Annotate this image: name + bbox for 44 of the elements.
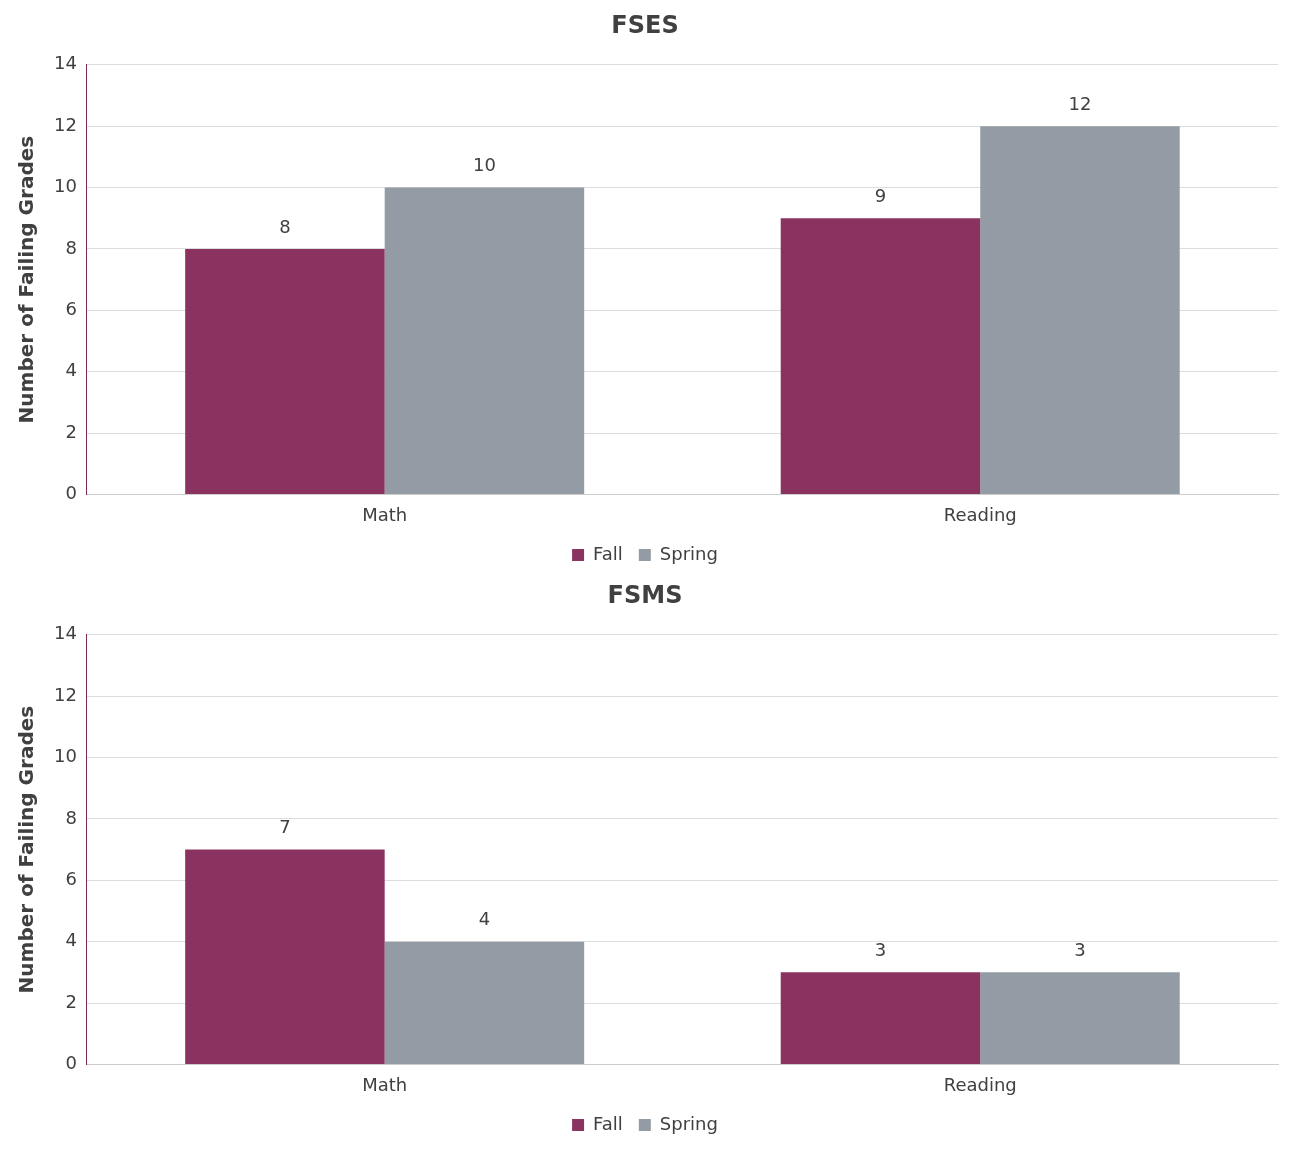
x-tick-label: Reading: [943, 1073, 1017, 1095]
data-label: 3: [1074, 939, 1086, 961]
data-label: 8: [279, 215, 291, 237]
y-tick-label: 8: [65, 806, 77, 828]
y-tick-label: 2: [65, 990, 77, 1012]
x-tick-label: Reading: [943, 503, 1017, 525]
bar: [185, 849, 385, 1064]
bar: [980, 972, 1180, 1064]
y-tick-label: 8: [65, 236, 77, 258]
y-tick-label: 14: [54, 52, 77, 74]
x-tick-label: Math: [362, 1073, 408, 1095]
data-label: 10: [472, 154, 496, 176]
y-tick-label: 10: [54, 745, 77, 767]
legend-label: Fall: [593, 1112, 623, 1134]
y-tick-label: 2: [65, 420, 77, 442]
chart-title: FSES: [611, 10, 679, 39]
bar: [780, 972, 981, 1064]
bar: [384, 187, 585, 494]
y-tick-label: 0: [65, 1052, 77, 1074]
y-tick-label: 12: [54, 113, 77, 135]
data-label: 3: [874, 939, 887, 961]
data-label: 7: [279, 816, 291, 838]
y-tick-label: 6: [65, 867, 77, 889]
y-tick-label: 4: [65, 929, 77, 951]
y-tick-label: 12: [54, 683, 77, 705]
legend-label: Spring: [659, 542, 718, 564]
bar: [980, 126, 1180, 494]
y-tick-label: 4: [65, 359, 77, 381]
data-label: 9: [874, 184, 887, 206]
bar: [780, 218, 981, 494]
legend-label: Spring: [659, 1112, 718, 1134]
data-label: 12: [1068, 92, 1092, 114]
y-tick-label: 6: [65, 297, 77, 319]
y-tick-label: 0: [65, 482, 77, 504]
x-tick-label: Math: [362, 503, 408, 525]
bar: [185, 248, 385, 494]
bar: [384, 941, 585, 1064]
y-tick-label: 10: [54, 175, 77, 197]
y-axis-title: Number of Failing Grades: [14, 705, 39, 994]
chart-title: FSMS: [607, 580, 683, 609]
y-axis-title: Number of Failing Grades: [14, 135, 39, 424]
data-label: 4: [478, 908, 491, 930]
y-tick-label: 14: [54, 622, 77, 644]
legend-label: Fall: [593, 542, 623, 564]
